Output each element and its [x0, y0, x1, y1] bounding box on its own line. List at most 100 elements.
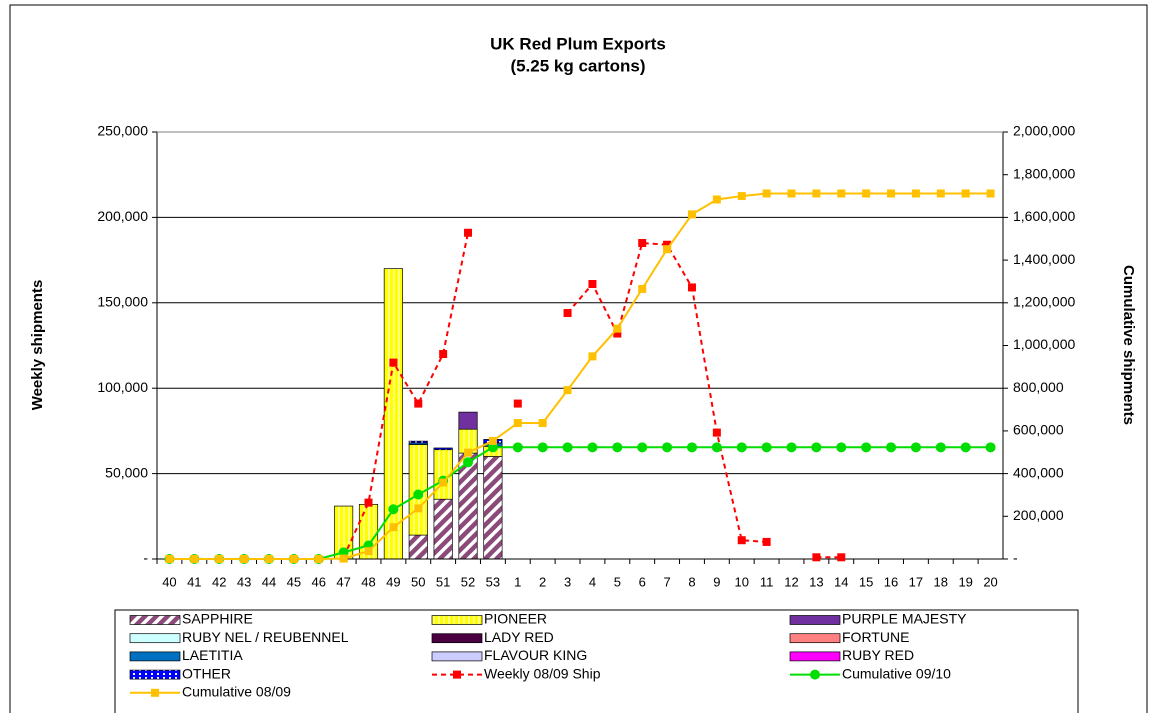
- marker: [165, 555, 174, 563]
- marker: [812, 553, 821, 562]
- bar-segment: [383, 268, 403, 560]
- marker: [862, 189, 871, 198]
- x-tick-label: 9: [713, 574, 720, 589]
- bar-segment: [433, 498, 453, 560]
- bar-segment: [483, 456, 503, 560]
- x-tick-label: 3: [564, 574, 571, 589]
- marker: [588, 280, 597, 289]
- bar-segment: [408, 534, 428, 560]
- y2-tick-label: 800,000: [1013, 379, 1064, 395]
- marker: [887, 189, 896, 198]
- y-tick-label: -: [143, 550, 148, 566]
- y2-tick-label: 2,000,000: [1013, 123, 1075, 139]
- marker: [811, 442, 822, 453]
- y-tick-label: 250,000: [97, 123, 148, 139]
- x-tick-label: 42: [212, 574, 226, 589]
- x-tick-label: 12: [784, 574, 798, 589]
- y-tick-label: 50,000: [105, 464, 148, 480]
- marker: [812, 189, 821, 198]
- y2-tick-label: 400,000: [1013, 464, 1064, 480]
- x-tick-label: 45: [287, 574, 301, 589]
- legend-label: OTHER: [182, 665, 231, 681]
- legend-swatch: [431, 633, 483, 644]
- marker: [737, 192, 746, 201]
- y2-tick-label: 1,400,000: [1013, 251, 1075, 267]
- marker: [787, 189, 796, 198]
- x-tick-label: 44: [262, 574, 276, 589]
- marker: [712, 195, 721, 204]
- y2-tick-label: 1,200,000: [1013, 294, 1075, 310]
- x-tick-label: 51: [436, 574, 450, 589]
- legend-label: RUBY RED: [842, 647, 914, 663]
- y2-axis-title: Cumulative shipments: [1120, 265, 1137, 425]
- marker: [837, 189, 846, 198]
- legend-label: Weekly 08/09 Ship: [484, 665, 601, 681]
- marker: [762, 189, 771, 198]
- x-tick-label: 43: [237, 574, 251, 589]
- marker: [190, 555, 199, 563]
- marker: [563, 386, 572, 395]
- marker: [861, 442, 872, 453]
- marker: [537, 442, 548, 453]
- marker: [488, 436, 497, 445]
- x-tick-label: 6: [639, 574, 646, 589]
- marker: [314, 555, 323, 563]
- marker: [538, 419, 547, 428]
- y2-tick-label: 1,600,000: [1013, 208, 1075, 224]
- marker: [886, 442, 897, 453]
- marker: [935, 442, 946, 453]
- bar-segment: [408, 440, 428, 444]
- legend-label: SAPPHIRE: [182, 611, 253, 627]
- marker: [562, 442, 573, 453]
- marker: [439, 350, 448, 359]
- marker: [463, 457, 474, 468]
- legend-label: Cumulative 08/09: [182, 684, 291, 700]
- bar-segment: [458, 411, 478, 430]
- x-tick-label: 49: [386, 574, 400, 589]
- x-tick-label: 40: [162, 574, 176, 589]
- marker: [761, 442, 772, 453]
- legend-label: RUBY NEL / REUBENNEL: [182, 629, 349, 645]
- line: [342, 232, 842, 559]
- legend-label: LADY RED: [484, 629, 554, 645]
- marker: [364, 547, 373, 556]
- marker: [687, 210, 696, 219]
- marker: [439, 478, 448, 487]
- line: [169, 192, 991, 560]
- marker: [836, 442, 847, 453]
- x-tick-label: 17: [909, 574, 923, 589]
- marker: [364, 498, 373, 507]
- bar-segment: [458, 452, 478, 560]
- marker: [638, 239, 647, 248]
- legend-marker: [810, 669, 820, 680]
- marker: [662, 442, 673, 453]
- marker: [960, 442, 971, 453]
- x-tick-label: 41: [187, 574, 201, 589]
- legend-swatch: [431, 651, 483, 662]
- marker: [588, 352, 597, 361]
- marker: [587, 442, 598, 453]
- x-tick-label: 15: [859, 574, 873, 589]
- legend-box: [114, 609, 1079, 713]
- marker: [712, 428, 721, 437]
- legend-swatch: [789, 651, 841, 662]
- x-tick-label: 2: [539, 574, 546, 589]
- marker: [413, 489, 424, 500]
- marker: [837, 553, 846, 562]
- x-tick-label: 7: [663, 574, 670, 589]
- marker: [663, 245, 672, 254]
- legend-label: FLAVOUR KING: [484, 647, 587, 663]
- marker: [414, 399, 423, 408]
- chart-subtitle: (5.25 kg cartons): [510, 56, 645, 75]
- marker: [563, 309, 572, 318]
- legend-swatch: [129, 615, 181, 625]
- x-tick-label: 20: [983, 574, 997, 589]
- x-tick-label: 47: [336, 574, 350, 589]
- legend-label: LAETITIA: [182, 647, 243, 663]
- chart-border: [9, 4, 1148, 713]
- x-tick-label: 14: [834, 574, 848, 589]
- x-tick-label: 53: [486, 574, 500, 589]
- x-tick-label: 8: [688, 574, 695, 589]
- bar-segment: [433, 447, 453, 451]
